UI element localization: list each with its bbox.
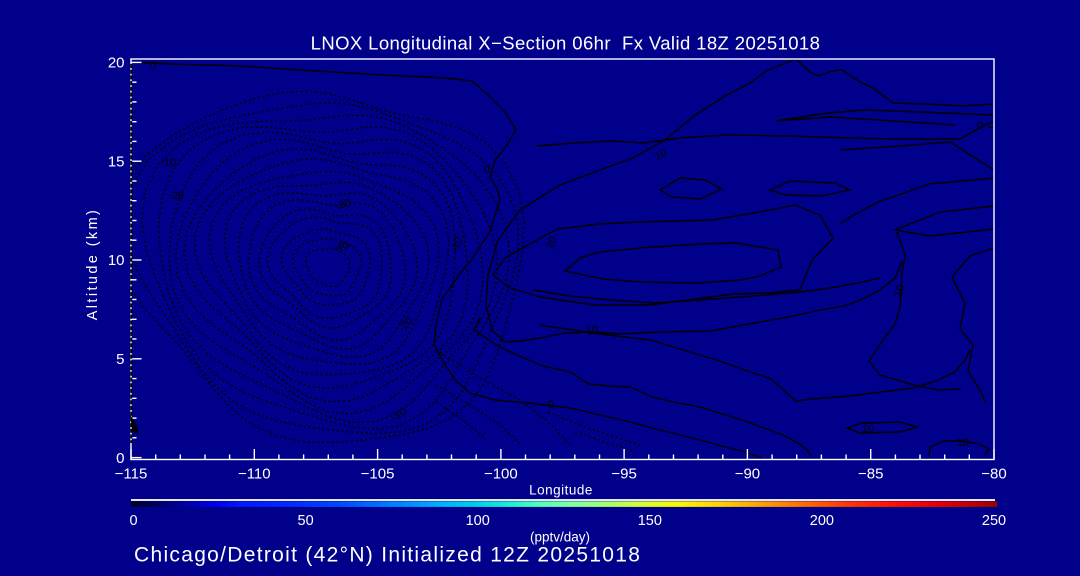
svg-text:−90: −90 (735, 466, 760, 483)
svg-text:0: 0 (116, 450, 124, 467)
svg-text:0: 0 (484, 164, 490, 176)
svg-text:100: 100 (466, 513, 490, 529)
svg-text:10: 10 (108, 252, 125, 269)
svg-text:20: 20 (544, 235, 560, 251)
svg-text:250: 250 (982, 513, 1006, 529)
svg-text:15: 15 (108, 153, 125, 170)
svg-text:5: 5 (116, 351, 124, 368)
svg-text:−110: −110 (238, 466, 271, 483)
svg-text:0: 0 (150, 60, 156, 72)
svg-text:150: 150 (638, 513, 662, 529)
svg-text:(pptv/day): (pptv/day) (530, 530, 590, 545)
svg-text:-40: -40 (332, 239, 350, 254)
svg-text:−115: −115 (115, 466, 148, 483)
svg-text:−95: −95 (611, 466, 636, 483)
svg-text:−100: −100 (484, 466, 518, 483)
svg-text:10: 10 (893, 284, 908, 299)
svg-text:10: 10 (957, 437, 969, 449)
svg-text:-30: -30 (334, 197, 352, 212)
svg-text:50: 50 (298, 513, 314, 529)
svg-text:-10: -10 (449, 236, 465, 255)
svg-text:10: 10 (862, 423, 874, 435)
svg-text:10: 10 (585, 324, 599, 338)
svg-text:0: 0 (977, 120, 983, 132)
svg-text:0: 0 (129, 513, 137, 529)
svg-text:20: 20 (108, 55, 125, 72)
svg-text:-10: -10 (160, 157, 176, 169)
svg-text:Altitude (km): Altitude (km) (85, 208, 101, 321)
svg-text:10: 10 (653, 147, 669, 163)
svg-text:Longitude: Longitude (529, 483, 593, 498)
svg-text:LNOX Longitudinal X−Section 06: LNOX Longitudinal X−Section 06hr Fx Vali… (311, 33, 821, 54)
svg-text:Chicago/Detroit (42°N) Initial: Chicago/Detroit (42°N) Initialized 12Z 2… (134, 544, 641, 567)
svg-text:0: 0 (546, 398, 555, 411)
svg-text:−85: −85 (858, 466, 883, 483)
svg-text:200: 200 (810, 513, 834, 529)
svg-text:−105: −105 (361, 466, 395, 483)
svg-text:−80: −80 (981, 466, 1006, 483)
svg-text:-20: -20 (168, 190, 184, 202)
